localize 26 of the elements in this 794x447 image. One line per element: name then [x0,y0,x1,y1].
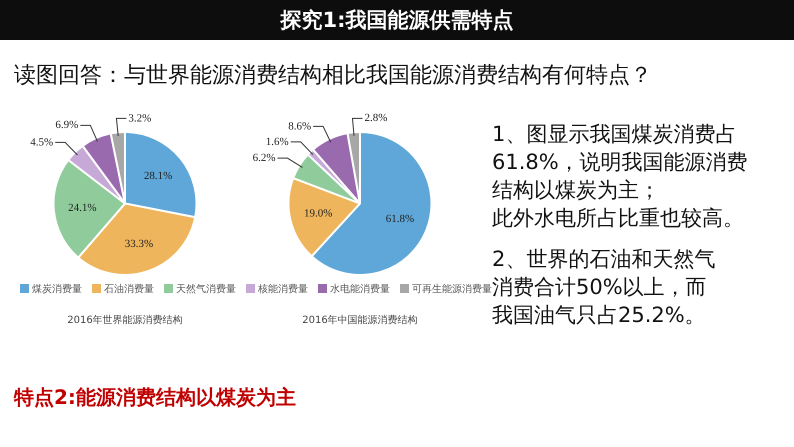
data-label: 19.0% [304,207,332,220]
text: 2、世界的石油和天然气消费合计50%以上，而我国油气只占25.2%。 [492,246,716,329]
text: 1、图显示我国煤炭消费占61.8%，说明我国能源消费结构以煤炭为主； [492,121,748,204]
data-label: 3.2% [128,112,152,124]
text: 2016年中国能源消费结构 [301,314,419,327]
text: 2016年世界能源消费结构 [66,314,184,327]
data-label: 2.8% [364,112,388,124]
data-label: 24.1% [68,202,97,214]
data-label: 4.5% [30,136,54,148]
data-label: 8.6% [288,120,312,132]
text: 探究1:我国能源供需特点 [0,0,794,40]
text: 特点2:能源消费结构以煤炭为主 [14,384,296,411]
legend-label: 核能消费量 [257,282,308,296]
legend-label: 天然气消费量 [175,282,236,296]
legend-label: 石油消费量 [103,282,154,296]
text: 此外水电所占比重也较高。 [492,205,745,232]
text: 读图回答：与世界能源消费结构相比我国能源消费结构有何特点？ [14,62,652,90]
data-label: 6.9% [55,119,78,132]
data-label: 61.8% [386,212,414,225]
data-label: 6.2% [252,152,276,164]
legend-label: 煤炭消费量 [31,282,82,296]
legend-label: 水电能消费量 [329,282,390,296]
data-label: 28.1% [144,170,172,182]
data-label: 1.6% [266,136,289,148]
data-label: 33.3% [124,238,154,250]
legend-label: 可再生能源消费量 [411,282,492,296]
